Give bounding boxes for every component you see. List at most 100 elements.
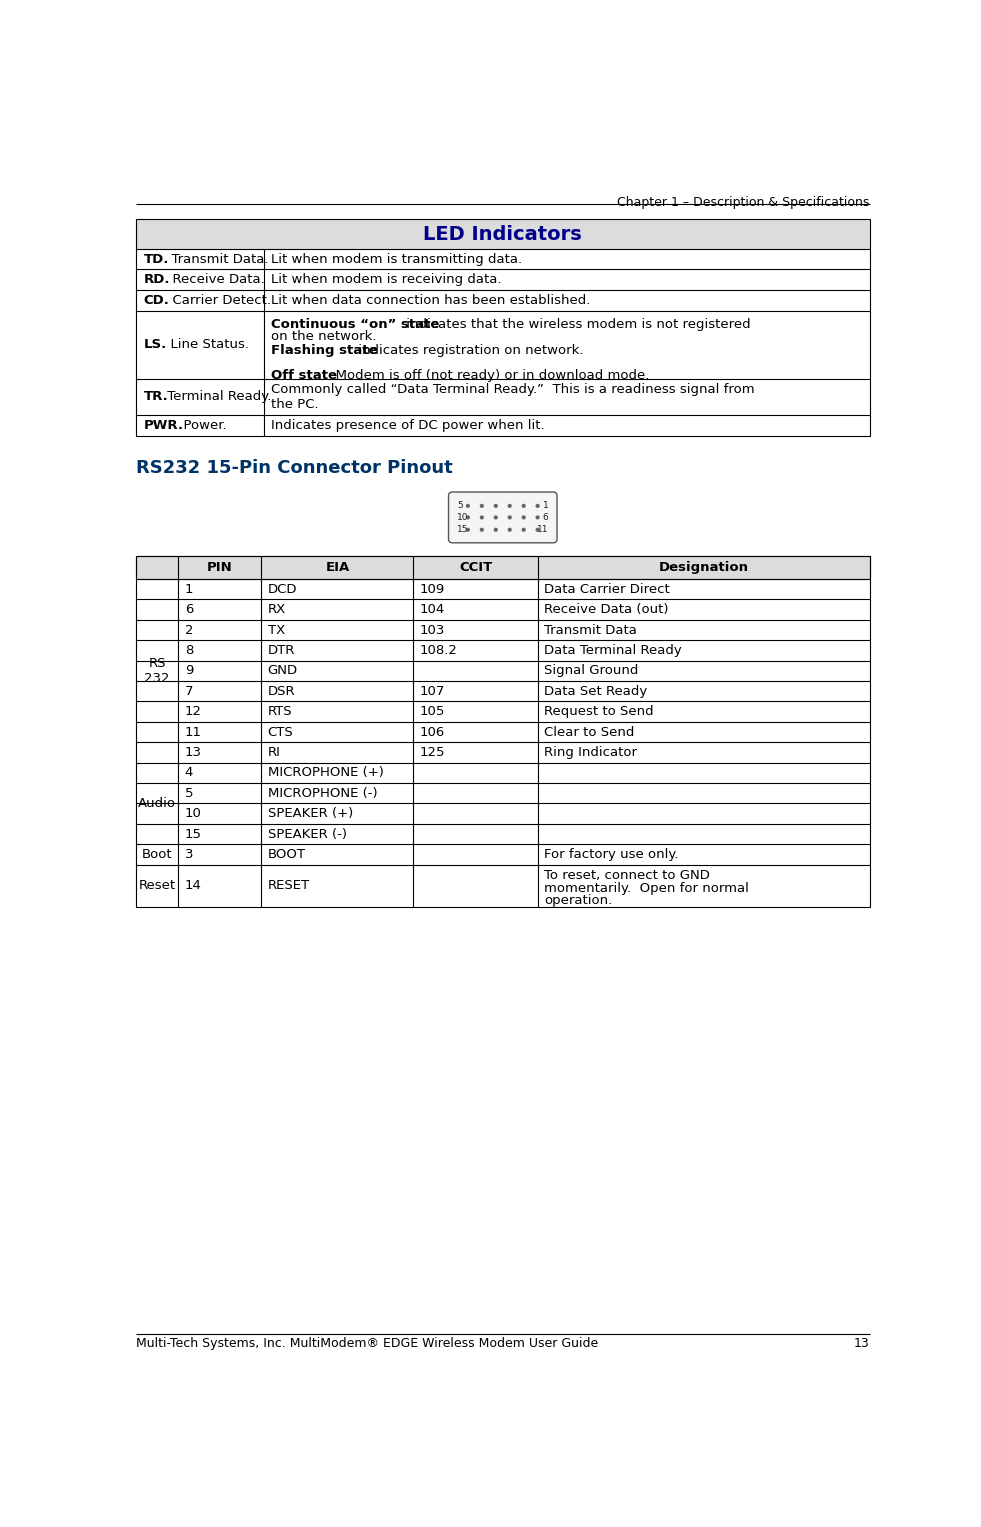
- Text: indicates registration on network.: indicates registration on network.: [354, 344, 584, 357]
- Circle shape: [537, 516, 539, 519]
- Text: RS232 15-Pin Connector Pinout: RS232 15-Pin Connector Pinout: [135, 460, 452, 476]
- Text: DTR: DTR: [268, 644, 295, 657]
- Text: MICROPHONE (-): MICROPHONE (-): [268, 786, 378, 800]
- Circle shape: [494, 516, 497, 519]
- Text: RX: RX: [268, 603, 285, 615]
- Text: 10: 10: [184, 808, 201, 820]
- Text: DCD: DCD: [268, 583, 297, 596]
- Circle shape: [522, 504, 525, 507]
- Text: Clear to Send: Clear to Send: [544, 725, 635, 739]
- Text: Off state: Off state: [272, 370, 337, 382]
- Text: PWR.: PWR.: [143, 418, 183, 432]
- Circle shape: [481, 528, 484, 531]
- Text: Lit when data connection has been established.: Lit when data connection has been establ…: [272, 295, 591, 307]
- Text: RS
232: RS 232: [144, 657, 170, 684]
- Bar: [135, 556, 870, 579]
- Text: CCIT: CCIT: [459, 560, 492, 574]
- Text: RI: RI: [268, 747, 281, 759]
- Text: Indicates presence of DC power when lit.: Indicates presence of DC power when lit.: [272, 418, 545, 432]
- Text: RD.: RD.: [143, 273, 170, 287]
- Circle shape: [537, 504, 539, 507]
- Text: Transmit Data: Transmit Data: [544, 623, 637, 637]
- Text: 1: 1: [184, 583, 193, 596]
- Text: 5: 5: [457, 501, 463, 510]
- Text: Commonly called “Data Terminal Ready.”  This is a readiness signal from
the PC.: Commonly called “Data Terminal Ready.” T…: [272, 383, 755, 411]
- Text: 14: 14: [184, 880, 201, 892]
- Text: CD.: CD.: [143, 295, 170, 307]
- Circle shape: [537, 528, 539, 531]
- Text: 103: 103: [420, 623, 445, 637]
- Text: RTS: RTS: [268, 705, 292, 718]
- Text: BOOT: BOOT: [268, 847, 305, 861]
- Text: momentarily.  Open for normal: momentarily. Open for normal: [544, 881, 749, 895]
- Text: TD.: TD.: [143, 252, 169, 266]
- Text: LED Indicators: LED Indicators: [424, 224, 582, 244]
- Text: Continuous “on” state: Continuous “on” state: [272, 319, 439, 331]
- Text: To reset, connect to GND: To reset, connect to GND: [544, 869, 710, 883]
- Text: PIN: PIN: [207, 560, 232, 574]
- Bar: [135, 220, 870, 435]
- Text: LS.: LS.: [143, 339, 167, 351]
- Text: 108.2: 108.2: [420, 644, 457, 657]
- Circle shape: [508, 504, 511, 507]
- Text: 105: 105: [420, 705, 445, 718]
- Text: SPEAKER (-): SPEAKER (-): [268, 828, 346, 840]
- Text: 7: 7: [184, 684, 193, 698]
- Text: 4: 4: [184, 767, 193, 779]
- Text: .  Modem is off (not ready) or in download mode.: . Modem is off (not ready) or in downloa…: [323, 370, 649, 382]
- Text: Request to Send: Request to Send: [544, 705, 653, 718]
- Text: 12: 12: [184, 705, 202, 718]
- Text: 13: 13: [184, 747, 202, 759]
- Circle shape: [522, 528, 525, 531]
- Text: Power.: Power.: [175, 418, 227, 432]
- Text: 8: 8: [184, 644, 193, 657]
- Circle shape: [508, 516, 511, 519]
- Circle shape: [467, 528, 469, 531]
- Text: For factory use only.: For factory use only.: [544, 847, 679, 861]
- Text: Multi-Tech Systems, Inc. MultiModem® EDGE Wireless Modem User Guide: Multi-Tech Systems, Inc. MultiModem® EDG…: [135, 1338, 598, 1350]
- Text: EIA: EIA: [326, 560, 349, 574]
- Text: 6: 6: [184, 603, 193, 615]
- Text: 13: 13: [854, 1338, 870, 1350]
- Text: MICROPHONE (+): MICROPHONE (+): [268, 767, 384, 779]
- Circle shape: [494, 528, 497, 531]
- FancyBboxPatch shape: [448, 492, 557, 542]
- Text: Transmit Data.: Transmit Data.: [163, 252, 269, 266]
- Text: Data Set Ready: Data Set Ready: [544, 684, 647, 698]
- Text: GND: GND: [268, 664, 297, 678]
- Text: on the network.: on the network.: [272, 330, 377, 344]
- Text: 109: 109: [420, 583, 445, 596]
- Text: Receive Data.: Receive Data.: [164, 273, 265, 287]
- Text: 11: 11: [184, 725, 202, 739]
- Text: 15: 15: [457, 525, 469, 534]
- Text: Chapter 1 – Description & Specifications: Chapter 1 – Description & Specifications: [617, 197, 870, 209]
- Circle shape: [481, 504, 484, 507]
- Bar: [135, 220, 870, 249]
- Text: Carrier Detect.: Carrier Detect.: [164, 295, 271, 307]
- Text: Data Carrier Direct: Data Carrier Direct: [544, 583, 670, 596]
- Text: TX: TX: [268, 623, 284, 637]
- Text: 9: 9: [184, 664, 193, 678]
- Text: Boot: Boot: [142, 847, 173, 861]
- Text: operation.: operation.: [544, 895, 612, 907]
- Text: Terminal Ready.: Terminal Ready.: [163, 391, 271, 403]
- Text: TR.: TR.: [143, 391, 169, 403]
- Text: Designation: Designation: [659, 560, 749, 574]
- Text: SPEAKER (+): SPEAKER (+): [268, 808, 353, 820]
- Text: 11: 11: [537, 525, 548, 534]
- Text: 104: 104: [420, 603, 445, 615]
- Text: 10: 10: [457, 513, 469, 522]
- Text: 15: 15: [184, 828, 202, 840]
- Text: Lit when modem is transmitting data.: Lit when modem is transmitting data.: [272, 252, 523, 266]
- Bar: [135, 556, 870, 907]
- Text: 5: 5: [184, 786, 193, 800]
- Text: Reset: Reset: [138, 880, 176, 892]
- Text: Line Status.: Line Status.: [162, 339, 248, 351]
- Text: 106: 106: [420, 725, 445, 739]
- Text: Audio: Audio: [138, 797, 177, 809]
- Circle shape: [494, 504, 497, 507]
- Circle shape: [467, 516, 469, 519]
- Text: Ring Indicator: Ring Indicator: [544, 747, 637, 759]
- Circle shape: [481, 516, 484, 519]
- Text: indicates that the wireless modem is not registered: indicates that the wireless modem is not…: [402, 319, 750, 331]
